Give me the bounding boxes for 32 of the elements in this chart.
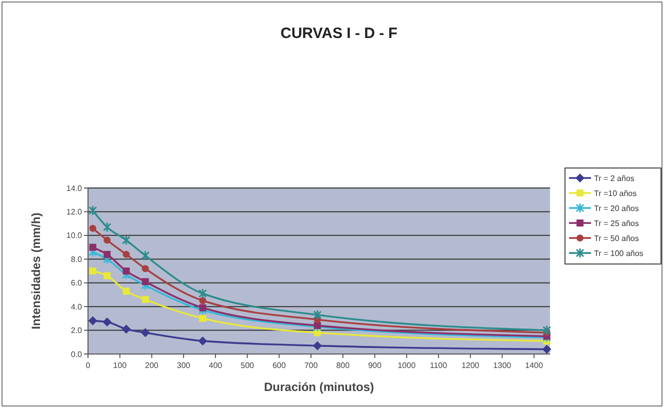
x-tick-label: 1200 [461,361,480,370]
y-tick-label: 4.0 [70,302,83,312]
legend-label: Tr = 25 años [594,218,639,228]
x-tick-label: 300 [176,361,191,370]
x-tick-label: 200 [145,361,159,370]
y-tick-label: 0.0 [70,350,83,359]
legend-label: Tr = 100 años [594,248,644,258]
y-tick-label: 8.0 [70,254,83,264]
y-tick-label: 10.0 [66,231,83,240]
x-tick-label: 900 [368,361,382,370]
legend-label: Tr = 50 años [594,234,639,243]
y-axis-title: Intensidades (mm/h) [29,212,43,330]
x-tick-label: 1300 [493,361,512,370]
y-tick-label: 12.0 [66,208,83,217]
x-tick-label: 1400 [525,361,544,370]
x-tick-label: 500 [240,361,255,370]
x-tick-label: 600 [272,361,286,370]
x-tick-label: 700 [304,361,318,370]
legend-label: Tr = 2 años [594,174,634,183]
chart-title: CURVAS I - D - F [280,25,398,42]
x-tick-label: 1100 [430,361,448,370]
x-axis-title: Duración (minutos) [264,380,374,394]
x-tick-label: 100 [113,361,128,370]
legend-label: Tr =10 años [594,188,637,198]
x-tick-label: 0 [86,361,91,370]
x-tick-label: 800 [336,361,350,370]
x-tick-label: 1000 [398,361,416,370]
y-tick-label: 14.0 [66,184,83,193]
legend-label: Tr = 20 años [594,204,639,213]
y-tick-label: 2.0 [70,326,83,336]
x-tick-label: 400 [208,361,223,370]
y-tick-label: 6.0 [70,278,83,288]
